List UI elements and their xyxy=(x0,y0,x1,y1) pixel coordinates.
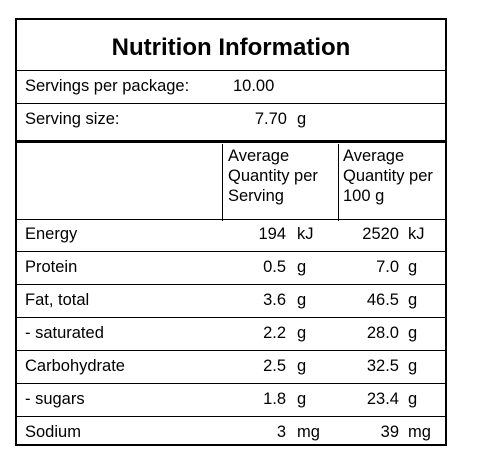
divider-servings xyxy=(17,103,445,104)
serving-size-value: 7.70 xyxy=(254,110,287,128)
nutrient-name-saturated: - saturated xyxy=(25,324,104,342)
per-100g-protein: 7.0 xyxy=(376,258,399,276)
per-100g-sugars: 23.4 xyxy=(366,390,399,408)
per-100g-carbohydrate: 32.5 xyxy=(366,357,399,375)
per-100g-saturated: 28.0 xyxy=(366,324,399,342)
per-serving-fat-total: 3.6 xyxy=(263,291,286,309)
row-divider xyxy=(17,284,445,285)
per-serving-unit-energy: kJ xyxy=(297,225,314,243)
per-serving-carbohydrate: 2.5 xyxy=(263,357,286,375)
per-100g-unit-sodium: mg xyxy=(408,423,431,441)
nutrient-name-sugars: - sugars xyxy=(25,390,85,408)
divider-header-top xyxy=(17,140,445,143)
per-serving-protein: 0.5 xyxy=(263,258,286,276)
header-divider-left xyxy=(222,144,223,221)
panel-title: Nutrition Information xyxy=(111,34,351,61)
per-100g-unit-protein: g xyxy=(408,258,418,276)
per-100g-energy: 2520 xyxy=(362,225,399,243)
row-divider xyxy=(17,383,445,384)
divider-header-bottom xyxy=(17,219,445,220)
nutrient-name-carbohydrate: Carbohydrate xyxy=(25,357,125,375)
per-100g-fat-total: 46.5 xyxy=(366,291,399,309)
nutrition-panel: Nutrition Information Servings per packa… xyxy=(15,18,447,446)
per-100g-unit-sugars: g xyxy=(408,390,418,408)
nutrient-name-protein: Protein xyxy=(25,258,78,276)
per-100g-unit-carbohydrate: g xyxy=(408,357,418,375)
row-divider xyxy=(17,416,445,417)
row-divider xyxy=(17,317,445,318)
header-divider-right xyxy=(338,144,339,221)
servings-per-package-label: Servings per package: xyxy=(25,77,190,95)
per-serving-unit-sodium: mg xyxy=(297,423,320,441)
per-serving-sodium: 3 xyxy=(276,423,286,441)
per-serving-unit-saturated: g xyxy=(297,324,307,342)
per-serving-unit-sugars: g xyxy=(297,390,307,408)
serving-size-unit: g xyxy=(297,110,307,128)
divider-title xyxy=(17,70,445,71)
per-serving-sugars: 1.8 xyxy=(263,390,286,408)
per-serving-unit-fat-total: g xyxy=(297,291,307,309)
per-100g-unit-fat-total: g xyxy=(408,291,418,309)
row-divider xyxy=(17,251,445,252)
header-per-100g: Average Quantity per 100 g xyxy=(343,147,433,205)
nutrient-name-fat-total: Fat, total xyxy=(25,291,90,309)
per-serving-unit-protein: g xyxy=(297,258,307,276)
per-serving-unit-carbohydrate: g xyxy=(297,357,307,375)
servings-per-package-value: 10.00 xyxy=(233,77,275,95)
nutrient-name-sodium: Sodium xyxy=(25,423,81,441)
per-serving-saturated: 2.2 xyxy=(263,324,286,342)
per-100g-unit-saturated: g xyxy=(408,324,418,342)
row-divider xyxy=(17,350,445,351)
per-100g-sodium: 39 xyxy=(380,423,399,441)
serving-size-label: Serving size: xyxy=(25,110,120,128)
per-100g-unit-energy: kJ xyxy=(408,225,425,243)
nutrient-name-energy: Energy xyxy=(25,225,78,243)
header-per-serving: Average Quantity per Serving xyxy=(228,147,318,205)
per-serving-energy: 194 xyxy=(258,225,286,243)
